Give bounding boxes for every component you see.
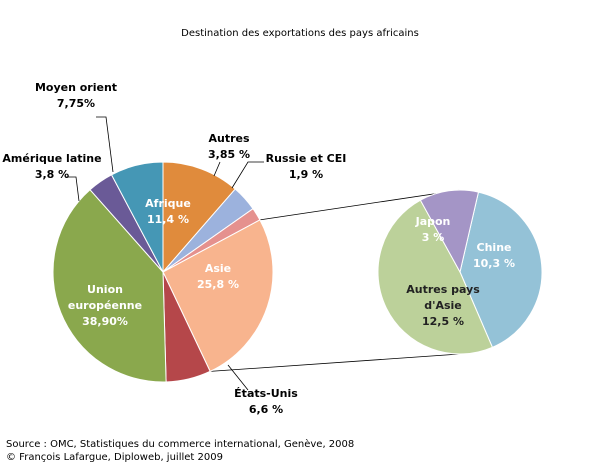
asia-breakdown-pie <box>377 189 543 355</box>
connector-bottom <box>210 353 461 372</box>
main-pie <box>52 161 274 383</box>
slice-asie <box>162 219 274 373</box>
source-note: Source : OMC, Statistiques du commerce i… <box>6 438 354 464</box>
slice-union-europeenne <box>52 189 167 383</box>
leader-amerique-latine <box>66 176 80 202</box>
label-amerique-latine: Amérique latine 3,8 % <box>2 152 101 181</box>
connector-top <box>259 189 461 221</box>
label-afrique: Afrique 11,4 % <box>145 197 191 226</box>
leader-russie-cei <box>231 161 264 189</box>
chart-title: Destination des exportations des pays af… <box>181 28 419 39</box>
source-line: Source : OMC, Statistiques du commerce i… <box>6 439 355 450</box>
slice-afrique <box>162 161 236 274</box>
copyright-line: © François Lafargue, Diploweb, juillet 2… <box>6 452 223 463</box>
leader-autres <box>213 161 221 177</box>
label-etats-unis: États-Unis 6,6 % <box>234 387 298 416</box>
label-moyen-orient: Moyen orient 7,75% <box>35 81 117 110</box>
label-russie-et-cei: Russie et CEI 1,9 % <box>266 152 347 181</box>
leader-etats-unis <box>227 364 249 391</box>
leader-moyen-orient <box>96 116 114 173</box>
label-autres-pays-d-asie: Autres pays d'Asie 12,5 % <box>406 283 480 328</box>
slice-moyen-orient <box>110 161 164 273</box>
label-asie: Asie 25,8 % <box>197 262 239 291</box>
label-autres: Autres 3,85 % <box>208 132 250 161</box>
slice-chine <box>459 191 543 348</box>
label-union-europeenne: Union européenne 38,90% <box>68 283 142 328</box>
slice-autres-pays-d-asie <box>377 199 494 355</box>
slice-japon <box>419 189 480 274</box>
label-chine: Chine 10,3 % <box>473 241 515 270</box>
slice-labels: Afrique 11,4 % Asie 25,8 % Union européenne 38… <box>2 81 515 416</box>
breakdown-connectors <box>210 189 461 372</box>
label-japon: Japon 3 % <box>415 215 451 244</box>
